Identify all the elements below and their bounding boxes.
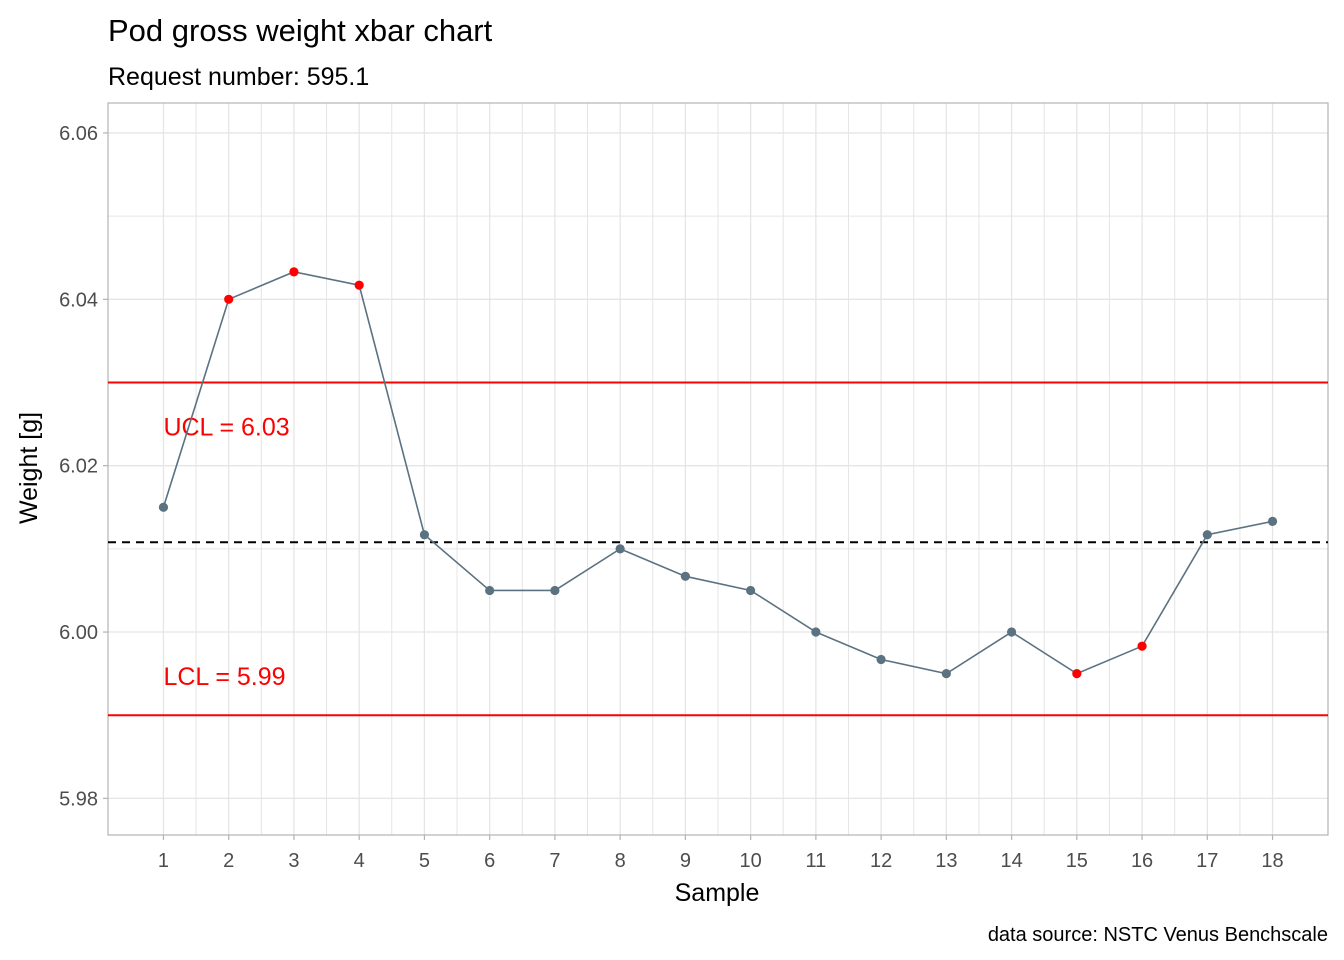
x-tick-label: 13 <box>935 850 957 872</box>
data-point <box>941 669 951 679</box>
data-point-flagged <box>289 267 299 277</box>
grid-minor <box>108 103 1328 835</box>
data-point-flagged <box>1137 641 1147 651</box>
x-tick-label: 5 <box>419 850 430 872</box>
data-point <box>1006 627 1017 637</box>
x-tick-label: 10 <box>739 850 761 872</box>
x-tick-label: 11 <box>805 850 826 872</box>
x-tick-label: 1 <box>158 850 169 872</box>
data-point-flagged <box>354 280 364 290</box>
data-point <box>419 530 430 540</box>
y-tick-label: 6.02 <box>59 456 98 478</box>
x-tick-label: 3 <box>288 850 299 872</box>
data-point <box>680 571 690 581</box>
plot-border <box>107 102 1329 836</box>
x-tick-label: 17 <box>1196 850 1218 872</box>
data-point <box>550 585 560 596</box>
y-axis-title: Weight [g] <box>15 412 43 524</box>
lcl-label: LCL = 5.99 <box>163 663 285 691</box>
data-point <box>811 627 821 637</box>
x-tick-label: 18 <box>1261 850 1283 872</box>
control-limits: UCL = 6.03 LCL = 5.99 <box>108 381 1328 717</box>
x-tick-label: 6 <box>484 850 495 872</box>
grid-major <box>108 103 1328 835</box>
data-point <box>485 585 495 596</box>
x-tick-label: 4 <box>354 850 365 872</box>
data-point <box>746 585 756 596</box>
y-tick-label: 6.04 <box>59 289 98 311</box>
chart-caption: data source: NSTC Venus Benchscale <box>988 924 1328 946</box>
x-tick-label: 14 <box>1000 850 1022 872</box>
data-point <box>1202 530 1212 540</box>
series-xbar <box>162 271 1273 675</box>
y-tick-label: 5.98 <box>59 788 98 810</box>
chart-title: Pod gross weight xbar chart <box>108 13 493 48</box>
data-point <box>1267 516 1278 527</box>
series-line <box>162 271 1273 675</box>
y-axis: 5.98 6.00 6.02 6.04 6.06 <box>59 123 108 810</box>
x-tick-label: 12 <box>870 850 892 872</box>
x-tick-label: 7 <box>549 850 560 872</box>
ucl-label: UCL = 6.03 <box>163 413 289 441</box>
data-point-flagged <box>224 294 234 304</box>
x-tick-label: 2 <box>223 850 234 872</box>
chart-subtitle: Request number: 595.1 <box>108 63 369 91</box>
y-tick-label: 6.06 <box>59 123 98 145</box>
x-tick-label: 15 <box>1066 850 1088 872</box>
data-point <box>876 654 886 665</box>
x-tick-label: 9 <box>680 850 691 872</box>
x-axis: 1 2 3 4 5 6 7 8 9 10 11 12 13 14 15 16 17 18 <box>158 835 1284 872</box>
data-point <box>615 544 625 554</box>
series-points <box>158 267 1278 679</box>
x-tick-label: 16 <box>1131 850 1153 872</box>
data-point-flagged <box>1072 669 1082 679</box>
x-tick-label: 8 <box>615 850 626 872</box>
x-axis-title: Sample <box>675 879 760 907</box>
y-tick-label: 6.00 <box>59 622 98 644</box>
data-point <box>158 502 169 512</box>
